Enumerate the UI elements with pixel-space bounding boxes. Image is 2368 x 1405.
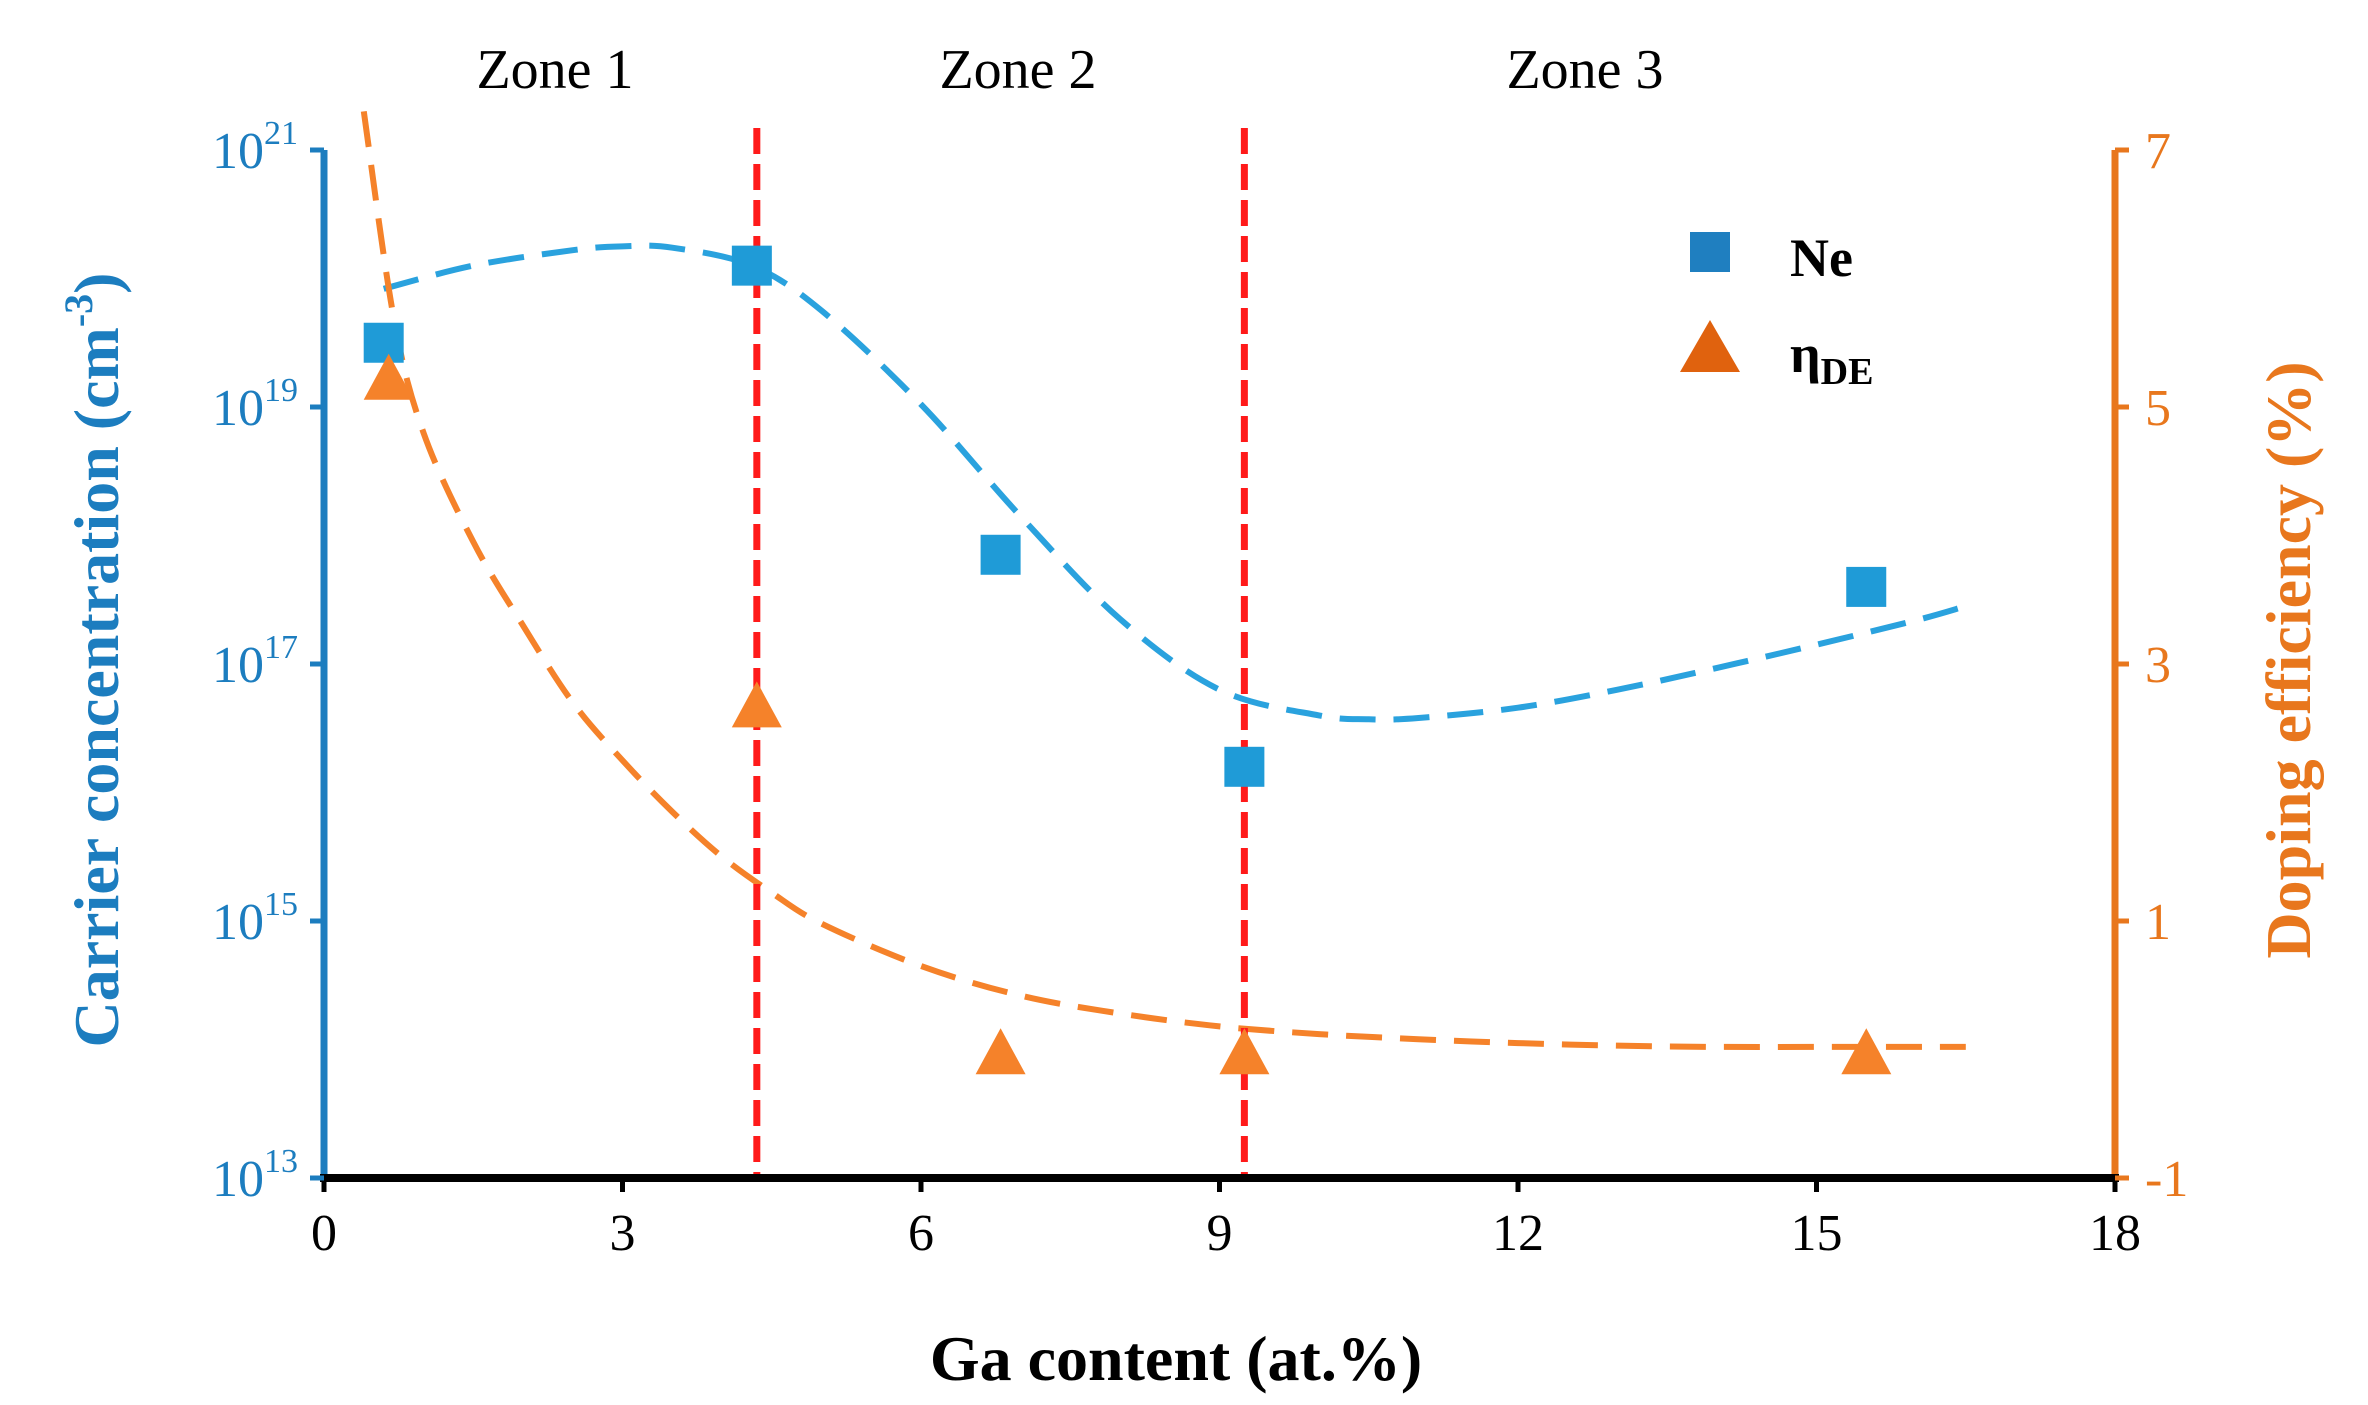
left-y-axis-title-end: ) xyxy=(61,273,132,294)
right-y-axis-title: Doping efficiency (%) xyxy=(2253,361,2324,958)
left-tick-label: 1015 xyxy=(212,886,298,951)
right-tick-label: 5 xyxy=(2145,380,2171,437)
doping-efficiency-data-point xyxy=(975,1028,1026,1075)
ne-data-point xyxy=(363,322,404,363)
x-tick-label: 6 xyxy=(908,1205,934,1262)
legend-ne-square-marker xyxy=(1690,232,1730,272)
left-y-axis-title-main: Carrier concentration (cm xyxy=(61,327,132,1047)
left-tick-label: 1013 xyxy=(212,1143,298,1208)
ne-data-point xyxy=(1224,746,1265,787)
ne-data-point xyxy=(980,534,1021,575)
legend: Ne ηDE xyxy=(1680,228,1873,393)
doping-efficiency-data-point xyxy=(1841,1028,1892,1075)
left-tick-label: 1017 xyxy=(212,629,298,694)
zone-label-1: Zone 1 xyxy=(476,39,633,101)
right-tick-label: 3 xyxy=(2145,637,2171,694)
left-tick-label: 1021 xyxy=(212,115,298,180)
legend-eta-label-main: η xyxy=(1790,324,1821,384)
legend-eta-label-sub: DE xyxy=(1821,351,1874,393)
legend-ne-label: Ne xyxy=(1790,228,1853,288)
x-tick-label: 12 xyxy=(1492,1205,1544,1262)
zone-label-2: Zone 2 xyxy=(939,39,1096,101)
doping-efficiency-fit-curve xyxy=(360,110,1966,1050)
right-tick-label: -1 xyxy=(2145,1151,2188,1208)
x-tick-label: 3 xyxy=(610,1205,636,1262)
x-axis-title: Ga content (at.%) xyxy=(930,1323,1422,1394)
right-tick-label: 1 xyxy=(2145,894,2171,951)
left-tick-label: 1019 xyxy=(212,372,298,437)
left-y-axis-title-sup: -3 xyxy=(56,294,101,327)
ne-fit-curve xyxy=(382,242,1967,723)
legend-eta-triangle-marker xyxy=(1680,320,1740,372)
x-tick-label: 0 xyxy=(311,1205,337,1262)
x-tick-label: 15 xyxy=(1791,1205,1843,1262)
zone-label-3: Zone 3 xyxy=(1506,39,1663,101)
doping-efficiency-data-point xyxy=(1219,1028,1270,1075)
x-tick-label: 9 xyxy=(1207,1205,1233,1262)
x-tick-label: 18 xyxy=(2089,1205,2141,1262)
right-tick-label: 7 xyxy=(2145,123,2171,180)
doping-efficiency-data-point xyxy=(731,681,782,728)
ne-data-point xyxy=(1846,566,1887,607)
legend-eta-label: ηDE xyxy=(1790,324,1873,393)
left-y-axis-title: Carrier concentration (cm-3) xyxy=(56,273,132,1048)
doping-efficiency-data-point xyxy=(363,353,414,400)
ne-data-point xyxy=(731,245,772,286)
